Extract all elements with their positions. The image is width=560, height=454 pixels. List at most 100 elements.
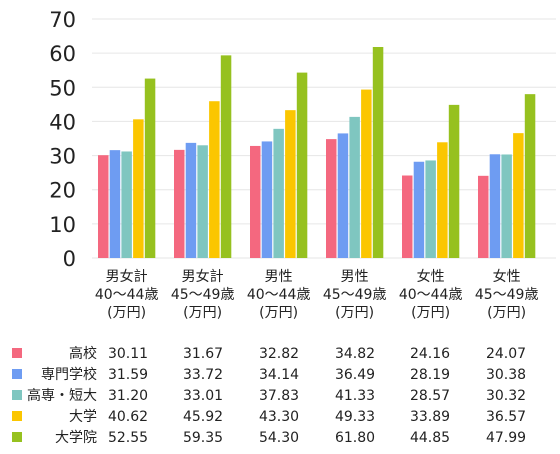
bar	[98, 155, 109, 258]
bar	[109, 150, 121, 258]
x-category-label: (万円)	[411, 305, 450, 321]
table-cell: 32.82	[259, 346, 299, 362]
x-category-label: (万円)	[259, 305, 298, 321]
bar	[478, 175, 489, 258]
table-cell: 34.82	[335, 346, 375, 362]
bar	[413, 161, 425, 258]
table-cell: 44.85	[410, 430, 450, 446]
x-category-label: 40～44歳	[399, 287, 463, 303]
x-category-label: 女性	[417, 268, 445, 285]
y-tick-label: 40	[49, 110, 76, 134]
bar	[220, 55, 232, 258]
x-category-label: 男性	[341, 269, 369, 285]
table-cell: 31.20	[108, 388, 148, 404]
bar	[133, 119, 144, 259]
legend-label: 高専・短大	[27, 387, 97, 404]
table-cell: 30.32	[486, 388, 526, 404]
bar	[209, 101, 220, 258]
bar	[296, 72, 308, 259]
bar	[513, 133, 524, 258]
table-cell: 47.99	[486, 430, 526, 446]
y-tick-label: 10	[49, 213, 76, 237]
bar	[402, 175, 413, 258]
y-axis-ticks: 0 10 20 30 40 50 60 70	[49, 8, 76, 271]
x-category-label: 45～49歳	[475, 287, 539, 303]
table-cell: 28.57	[410, 388, 450, 404]
bar	[250, 145, 261, 258]
legend-swatch	[12, 369, 22, 379]
bar	[174, 149, 185, 258]
bar	[501, 154, 512, 258]
bar	[361, 89, 372, 258]
table-cell: 52.55	[108, 430, 148, 446]
bar	[197, 145, 208, 258]
table-cell: 49.33	[335, 409, 375, 425]
x-category-label: 45～49歳	[323, 287, 387, 303]
legend-label: 大学	[69, 409, 97, 425]
table-cell: 37.83	[259, 388, 299, 404]
bar	[524, 94, 536, 258]
table-cell: 33.89	[410, 409, 450, 425]
x-category-label: 45～49歳	[171, 287, 235, 303]
table-cell: 31.67	[183, 346, 223, 362]
legend-label: 大学院	[55, 430, 97, 446]
table-cell: 30.38	[486, 367, 526, 383]
table-cell: 24.16	[410, 346, 450, 362]
table-cell: 24.07	[486, 346, 526, 362]
y-tick-label: 50	[49, 76, 76, 100]
table-cell: 59.35	[183, 430, 223, 446]
bar	[144, 78, 156, 258]
x-category-label: 男女計	[182, 268, 224, 285]
y-tick-label: 30	[49, 145, 76, 169]
bar	[425, 160, 436, 258]
bar	[337, 133, 349, 258]
table-cell: 43.30	[259, 409, 299, 425]
legend-swatch	[12, 432, 22, 442]
bar	[437, 142, 448, 258]
x-category-label: 男女計	[106, 268, 148, 285]
table-cell: 30.11	[108, 346, 148, 362]
table-cell: 61.80	[335, 430, 375, 446]
y-tick-label: 20	[49, 179, 76, 203]
x-category-label: 40～44歳	[247, 287, 311, 303]
bar	[349, 116, 360, 258]
data-table: 高校 30.11 31.67 32.82 34.82 24.16 24.07 専門学校 31.5…	[12, 345, 526, 446]
table-cell: 28.19	[410, 367, 450, 383]
x-category-label: 男性	[265, 269, 293, 285]
x-axis-labels: 男女計 40～44歳 (万円) 男女計 45～49歳 (万円) 男性 40～44歳 (万円) 男性…	[95, 268, 539, 321]
bar	[185, 142, 197, 258]
table-cell: 33.01	[183, 388, 223, 404]
bar	[273, 128, 284, 258]
table-cell: 54.30	[259, 430, 299, 446]
legend-swatch	[12, 390, 22, 400]
bar	[121, 151, 132, 258]
table-cell: 41.33	[335, 388, 375, 404]
bar	[285, 110, 296, 258]
bar	[448, 104, 460, 258]
table-cell: 33.72	[183, 367, 223, 383]
x-category-label: 女性	[493, 268, 521, 285]
table-cell: 36.49	[335, 367, 375, 383]
bar	[261, 141, 273, 258]
bars	[98, 46, 536, 259]
legend-label: 高校	[69, 345, 97, 362]
x-category-label: (万円)	[107, 305, 146, 321]
gridlines	[92, 18, 556, 259]
legend-label: 専門学校	[41, 366, 97, 383]
x-category-label: (万円)	[335, 305, 374, 321]
x-category-label: (万円)	[183, 305, 222, 321]
table-cell: 40.62	[108, 409, 148, 425]
x-category-label: (万円)	[487, 305, 526, 321]
bar	[489, 154, 501, 258]
legend-swatch	[12, 411, 22, 421]
y-tick-label: 70	[49, 8, 76, 32]
table-cell: 45.92	[183, 409, 223, 425]
bar	[372, 46, 384, 258]
legend-swatch	[12, 348, 22, 358]
x-category-label: 40～44歳	[95, 287, 159, 303]
table-cell: 36.57	[486, 409, 526, 425]
y-tick-label: 60	[49, 42, 76, 66]
y-tick-label: 0	[63, 247, 76, 271]
table-cell: 31.59	[108, 367, 148, 383]
